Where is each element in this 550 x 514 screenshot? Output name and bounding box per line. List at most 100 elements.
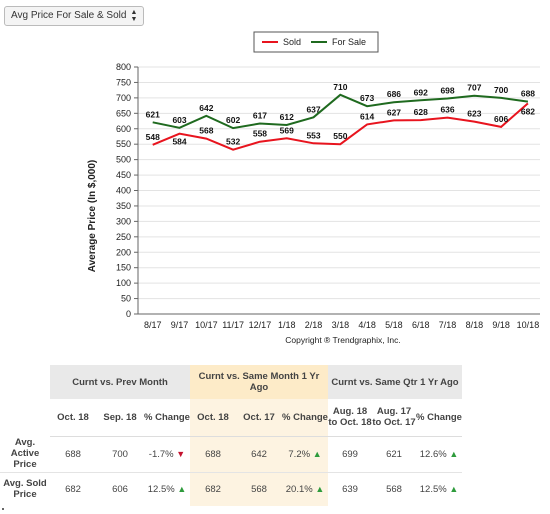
dropdown-caret-icon: ▲ ▼ — [130, 9, 138, 23]
y-tick-label: 350 — [116, 201, 131, 211]
x-tick-label: 12/17 — [249, 320, 272, 330]
x-tick-label: 6/18 — [412, 320, 430, 330]
col-header: % Change — [416, 399, 462, 437]
x-tick-label: 10/18 — [517, 320, 540, 330]
y-tick-label: 650 — [116, 108, 131, 118]
y-tick-label: 200 — [116, 247, 131, 257]
x-tick-label: 9/17 — [171, 320, 189, 330]
copyright-text: Copyright ® Trendgraphix, Inc. — [285, 335, 400, 345]
y-tick-label: 600 — [116, 124, 131, 134]
data-label: 548 — [146, 132, 160, 142]
x-tick-label: 2/18 — [305, 320, 323, 330]
y-tick-label: 250 — [116, 232, 131, 242]
y-tick-label: 450 — [116, 170, 131, 180]
row-label: Avg. Sold Price — [3, 478, 47, 501]
data-labels: 548 584 568 532 558 569 553 550 614 627 628 636 623 6… — [146, 82, 536, 147]
data-label: 550 — [333, 131, 347, 141]
trend-up-icon: ▲ — [312, 448, 322, 459]
dropdown-label: Avg Price For Sale & Sold — [11, 10, 127, 21]
y-tick-label: 50 — [121, 294, 131, 304]
data-label: 532 — [226, 137, 240, 147]
x-tick-label: 10/17 — [195, 320, 218, 330]
table-cell: 700 — [96, 436, 144, 473]
series-lines — [152, 93, 529, 151]
row-label: Avg. Active Price — [0, 436, 50, 473]
data-label: 606 — [494, 114, 508, 124]
y-tick-label: 300 — [116, 216, 131, 226]
chart-legend: Sold For Sale — [253, 31, 379, 53]
data-label: 558 — [253, 129, 267, 139]
data-label: 682 — [521, 106, 535, 116]
data-label: 553 — [306, 130, 320, 140]
data-label: 614 — [360, 111, 374, 121]
x-tick-label: 8/17 — [144, 320, 162, 330]
trend-up-icon: ▲ — [177, 483, 187, 494]
x-tick-label: 7/18 — [439, 320, 457, 330]
data-label: 602 — [226, 115, 240, 125]
data-label: 688 — [521, 89, 535, 99]
x-tick-label: 4/18 — [358, 320, 376, 330]
table-cell: 621 — [372, 436, 416, 473]
table-row: Avg. Active Price 688 700 -1.7% ▼ 688 64… — [0, 436, 462, 473]
group-prev-month: Curnt vs. Prev Month — [50, 365, 190, 399]
table-cell: 688 — [190, 436, 236, 473]
x-tick-label: 8/18 — [466, 320, 484, 330]
x-axis-ticks: 8/17 9/17 10/17 11/17 12/17 1/18 2/18 3/18 4/18 5… — [144, 320, 539, 330]
col-header: % Change — [144, 399, 190, 437]
data-label: 569 — [280, 125, 294, 135]
table-row: Avg. Sold Price 682 606 12.5% ▲ 682 568 … — [0, 472, 462, 506]
table-cell: 688 — [50, 436, 96, 473]
x-tick-label: 9/18 — [492, 320, 510, 330]
price-line-chart: Sold For Sale 0 50 100 150 200 250 300 350 400 45… — [87, 31, 540, 345]
data-label: 617 — [253, 111, 267, 121]
col-header: Sep. 18 — [96, 399, 144, 437]
x-tick-label: 5/18 — [385, 320, 403, 330]
table-cell: 12.6% — [419, 448, 447, 460]
table-cell: -1.7% — [148, 448, 174, 460]
data-label: 692 — [414, 87, 428, 97]
data-label: 623 — [467, 109, 481, 119]
y-tick-label: 750 — [116, 77, 131, 87]
col-header: Oct. 17 — [236, 399, 282, 437]
stray-dot — [2, 508, 4, 510]
series-line-sold — [152, 102, 529, 151]
data-label: 710 — [333, 82, 347, 92]
chart-type-dropdown[interactable]: Avg Price For Sale & Sold ▲ ▼ — [4, 6, 145, 26]
data-label: 707 — [467, 83, 481, 93]
legend-sold-label: Sold — [283, 37, 301, 47]
table-cell: 20.1% — [285, 483, 313, 495]
table-cell: 568 — [236, 472, 282, 506]
table-cell: 682 — [65, 483, 81, 495]
data-label: 700 — [494, 85, 508, 95]
col-header: Oct. 18 — [50, 399, 96, 437]
trend-up-icon: ▲ — [449, 448, 459, 459]
col-header: Aug. 17 to Oct. 17 — [372, 399, 416, 437]
data-label: 698 — [440, 85, 454, 95]
x-tick-label: 3/18 — [332, 320, 350, 330]
data-label: 584 — [172, 137, 186, 147]
data-label: 637 — [306, 104, 320, 114]
group-same-month: Curnt vs. Same Month 1 Yr Ago — [190, 365, 328, 399]
col-header: % Change — [282, 399, 328, 437]
table-cell: 639 — [342, 483, 358, 495]
data-label: 642 — [199, 103, 213, 113]
x-tick-label: 1/18 — [278, 320, 296, 330]
trend-up-icon: ▲ — [315, 483, 325, 494]
table-cell: 699 — [328, 436, 372, 473]
comparison-table: Curnt vs. Prev Month Curnt vs. Same Mont… — [0, 365, 462, 506]
data-label: 627 — [387, 107, 401, 117]
data-label: 568 — [199, 126, 213, 136]
trend-up-icon: ▲ — [449, 483, 459, 494]
y-tick-label: 550 — [116, 139, 131, 149]
data-label: 603 — [172, 115, 186, 125]
legend-forsale-label: For Sale — [332, 37, 366, 47]
table-cell: 606 — [112, 483, 128, 495]
y-tick-label: 150 — [116, 263, 131, 273]
data-label: 621 — [146, 109, 160, 119]
table-cell: 7.2% — [288, 448, 311, 460]
data-label: 636 — [440, 105, 454, 115]
data-label: 686 — [387, 89, 401, 99]
y-tick-label: 400 — [116, 186, 131, 196]
table-cell: 682 — [190, 472, 236, 506]
group-same-qtr: Curnt vs. Same Qtr 1 Yr Ago — [328, 365, 462, 399]
